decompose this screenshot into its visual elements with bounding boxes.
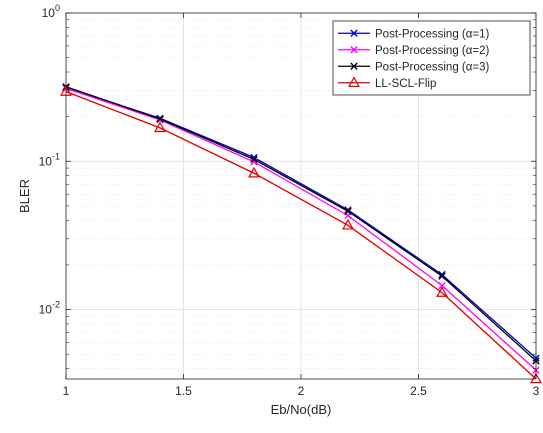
series-line [65, 86, 537, 362]
data-point [438, 272, 446, 280]
y-tick-label: 10-1 [39, 151, 60, 168]
data-point [344, 207, 352, 215]
legend-marker [350, 29, 358, 37]
series-line [65, 87, 537, 371]
data-point [156, 115, 164, 123]
series-line [65, 91, 537, 380]
data-point [436, 286, 448, 297]
legend-item: LL-SCL-Flip [338, 76, 436, 90]
legend-item: Post-Processing (α=1) [338, 28, 490, 40]
legend-label: LL-SCL-Flip [375, 78, 436, 90]
tick-labels: 1 1.5 2 2.5 3 100 10-1 10-2 [39, 3, 540, 398]
y-tick-label: 10-2 [39, 300, 60, 317]
data-point [342, 218, 354, 230]
data-point [530, 372, 542, 384]
x-tick-label: 2.5 [410, 384, 427, 398]
legend-marker [350, 46, 358, 54]
legend-label: Post-Processing (α=2) [375, 45, 490, 57]
x-tick-label: 3 [533, 384, 540, 398]
series-4 [60, 85, 542, 384]
legend-label: Post-Processing (α=1) [375, 28, 490, 40]
legend-item: Post-Processing (α=2) [338, 45, 490, 57]
data-point [248, 166, 260, 178]
legend-marker [350, 62, 358, 70]
legend: Post-Processing (α=1) Post-Processing (α=… [332, 20, 531, 96]
data-point [438, 270, 446, 279]
y-tick-label: 100 [42, 3, 60, 20]
x-axis-label: Eb/No(dB) [271, 402, 332, 417]
series-layer [60, 83, 542, 384]
ticks-layer [65, 12, 537, 379]
data-point [438, 281, 446, 290]
data-point [250, 158, 258, 166]
x-tick-label: 1.5 [175, 384, 192, 398]
y-axis-label: BLER [17, 179, 32, 213]
data-point [250, 155, 258, 164]
legend-item: Post-Processing (α=3) [338, 61, 490, 73]
legend-label: Post-Processing (α=3) [375, 61, 490, 73]
x-tick-label: 1 [63, 384, 70, 398]
x-tick-label: 2 [298, 384, 305, 398]
data-point [154, 121, 166, 133]
legend-marker [348, 76, 360, 87]
